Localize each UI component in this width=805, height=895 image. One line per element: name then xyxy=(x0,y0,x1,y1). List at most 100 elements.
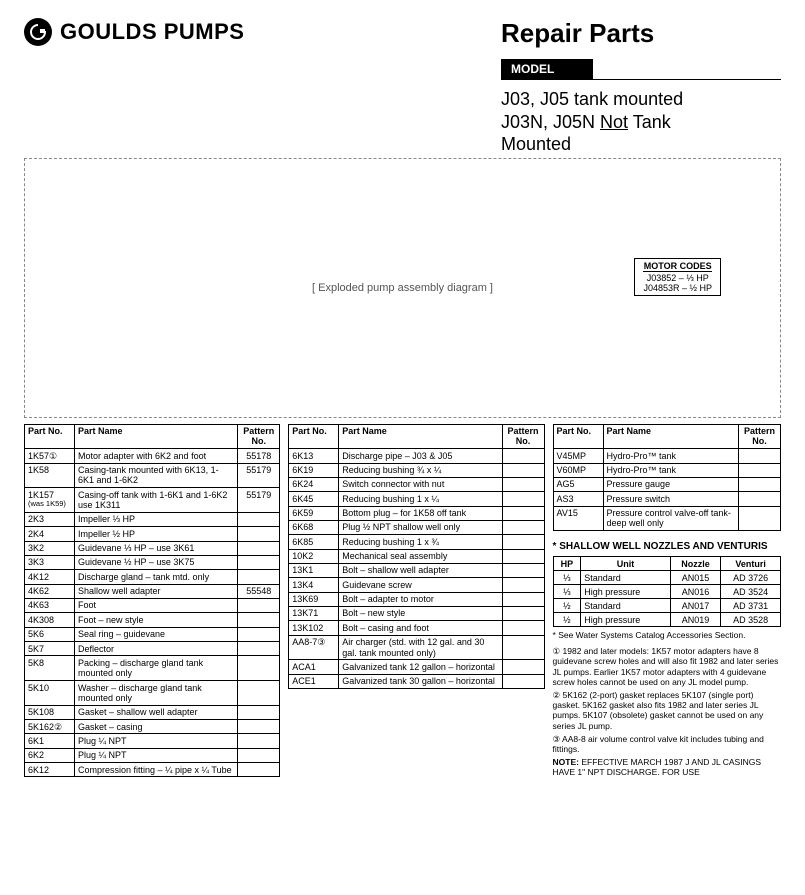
cell-part-name: Pressure switch xyxy=(603,492,738,506)
cell-part-no: 6K1 xyxy=(25,734,75,748)
cell-pattern-no xyxy=(502,549,544,563)
cell-part-name: Seal ring – guidevane xyxy=(75,627,238,641)
cell-part-name: Gasket – casing xyxy=(75,720,238,734)
cell-part-name: Bolt – shallow well adapter xyxy=(339,563,502,577)
cell-part-name: Bolt – new style xyxy=(339,606,502,620)
table-row: ACA1Galvanized tank 12 gallon – horizont… xyxy=(289,660,544,674)
cell-part-no: 3K3 xyxy=(25,555,75,569)
table-row: V60MPHydro-Pro™ tank xyxy=(553,463,780,477)
cell-pattern-no: 55179 xyxy=(238,488,280,513)
cell-pattern-no xyxy=(502,477,544,491)
col-pattern-no: Pattern No. xyxy=(502,424,544,449)
cell-part-name: Washer – discharge gland tank mounted on… xyxy=(75,681,238,706)
table-row: 1K57①Motor adapter with 6K2 and foot5517… xyxy=(25,449,280,463)
nozzles-title: * SHALLOW WELL NOZZLES AND VENTURIS xyxy=(553,541,781,552)
cell-hp: ½ xyxy=(553,599,581,613)
table-row: ⅓High pressureAN016AD 3524 xyxy=(553,585,780,599)
table-row: 6K1Plug ¼ NPT xyxy=(25,734,280,748)
cell-part-no: 1K57① xyxy=(25,449,75,463)
cell-pattern-no xyxy=(738,506,780,531)
cell-part-no: 4K308 xyxy=(25,613,75,627)
cell-part-name: Deflector xyxy=(75,642,238,656)
cell-part-name: Casing-tank mounted with 6K13, 1-6K1 and… xyxy=(75,463,238,488)
footnote-3: ③ AA8-8 air volume control valve kit inc… xyxy=(553,734,781,754)
cell-part-no: 5K6 xyxy=(25,627,75,641)
cell-part-no: ACA1 xyxy=(289,660,339,674)
cell-pattern-no xyxy=(238,512,280,526)
table-row: ½High pressureAN019AD 3528 xyxy=(553,613,780,627)
cell-pattern-no xyxy=(238,527,280,541)
cell-part-no: 4K62 xyxy=(25,584,75,598)
cell-pattern-no xyxy=(502,520,544,534)
brand-logo: GOULDS PUMPS xyxy=(24,18,244,46)
table-row: 13K71Bolt – new style xyxy=(289,606,544,620)
cell-part-no: 3K2 xyxy=(25,541,75,555)
cell-pattern-no xyxy=(502,635,544,660)
cell-pattern-no xyxy=(502,492,544,506)
table-row: 2K3Impeller ⅓ HP xyxy=(25,512,280,526)
cell-part-name: Mechanical seal assembly xyxy=(339,549,502,563)
cell-pattern-no xyxy=(502,535,544,549)
cell-part-name: Guidevane screw xyxy=(339,578,502,592)
cell-pattern-no xyxy=(238,598,280,612)
cell-pattern-no xyxy=(502,621,544,635)
cell-part-name: Galvanized tank 12 gallon – horizontal xyxy=(339,660,502,674)
cell-part-name: Gasket – shallow well adapter xyxy=(75,705,238,719)
col-part-no: Part No. xyxy=(553,424,603,449)
footnotes: ① 1982 and later models: 1K57 motor adap… xyxy=(553,646,781,777)
table-row: 6K59Bottom plug – for 1K58 off tank xyxy=(289,506,544,520)
cell-hp: ½ xyxy=(553,613,581,627)
table-row: 13K102Bolt – casing and foot xyxy=(289,621,544,635)
cell-part-name: Guidevane ½ HP – use 3K75 xyxy=(75,555,238,569)
cell-pattern-no xyxy=(238,720,280,734)
cell-part-no: 6K19 xyxy=(289,463,339,477)
cell-part-name: Bolt – adapter to motor xyxy=(339,592,502,606)
cell-pattern-no xyxy=(238,541,280,555)
table-row: 5K10Washer – discharge gland tank mounte… xyxy=(25,681,280,706)
cell-pattern-no xyxy=(238,613,280,627)
cell-part-name: Bottom plug – for 1K58 off tank xyxy=(339,506,502,520)
cell-part-name: Plug ¼ NPT xyxy=(75,734,238,748)
cell-pattern-no xyxy=(238,555,280,569)
cell-part-name: Foot – new style xyxy=(75,613,238,627)
cell-part-no: 6K2 xyxy=(25,748,75,762)
cell-part-no: 10K2 xyxy=(289,549,339,563)
table-row: 5K8Packing – discharge gland tank mounte… xyxy=(25,656,280,681)
table-row: 1K157(was 1K59)Casing-off tank with 1-6K… xyxy=(25,488,280,513)
cell-part-name: Reducing bushing ¾ x ¼ xyxy=(339,463,502,477)
cell-part-no: 5K7 xyxy=(25,642,75,656)
table-row: 3K3Guidevane ½ HP – use 3K75 xyxy=(25,555,280,569)
cell-part-name: Hydro-Pro™ tank xyxy=(603,449,738,463)
cell-pattern-no xyxy=(502,578,544,592)
cell-unit: Standard xyxy=(581,571,671,585)
table-row: V45MPHydro-Pro™ tank xyxy=(553,449,780,463)
table-row: 4K12Discharge gland – tank mtd. only xyxy=(25,570,280,584)
cell-part-no: 13K4 xyxy=(289,578,339,592)
cell-part-no: 5K8 xyxy=(25,656,75,681)
footnote-2: ② 5K162 (2-port) gasket replaces 5K107 (… xyxy=(553,690,781,731)
parts-table-1: Part No. Part Name Pattern No. 1K57①Moto… xyxy=(24,424,280,778)
cell-pattern-no xyxy=(238,656,280,681)
cell-part-name: Impeller ⅓ HP xyxy=(75,512,238,526)
col-hp: HP xyxy=(553,557,581,571)
table-row: 6K85Reducing bushing 1 x ¾ xyxy=(289,535,544,549)
table-row: 4K63Foot xyxy=(25,598,280,612)
cell-part-name: Reducing bushing 1 x ¼ xyxy=(339,492,502,506)
cell-part-no: AA8-7③ xyxy=(289,635,339,660)
cell-part-no: 6K68 xyxy=(289,520,339,534)
cell-part-name: Packing – discharge gland tank mounted o… xyxy=(75,656,238,681)
cell-part-no: AS3 xyxy=(553,492,603,506)
cell-hp: ⅓ xyxy=(553,585,581,599)
cell-pattern-no xyxy=(238,627,280,641)
motor-codes-box: MOTOR CODES J03852 – ⅓ HP J04853R – ½ HP xyxy=(634,258,721,296)
cell-part-no: 1K157(was 1K59) xyxy=(25,488,75,513)
cell-part-name: Foot xyxy=(75,598,238,612)
nozzles-footer: * See Water Systems Catalog Accessories … xyxy=(553,630,781,640)
table-row: 5K108Gasket – shallow well adapter xyxy=(25,705,280,719)
table-row: ½StandardAN017AD 3731 xyxy=(553,599,780,613)
cell-part-name: Impeller ½ HP xyxy=(75,527,238,541)
cell-part-no: AV15 xyxy=(553,506,603,531)
footnote-1: ① 1982 and later models: 1K57 motor adap… xyxy=(553,646,781,687)
cell-hp: ⅓ xyxy=(553,571,581,585)
cell-part-no: 13K1 xyxy=(289,563,339,577)
